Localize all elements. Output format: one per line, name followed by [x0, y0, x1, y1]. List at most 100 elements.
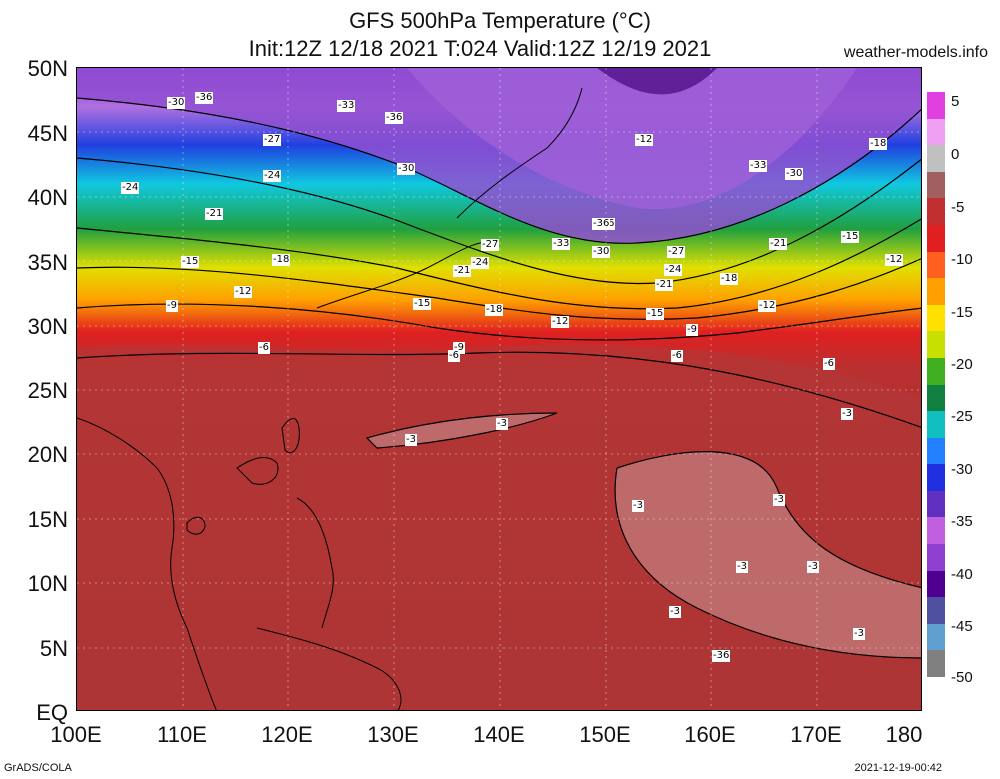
contour-9 — [77, 303, 921, 341]
colorbar-label: -35 — [951, 513, 973, 530]
colorbar-swatch — [927, 198, 945, 226]
contour-label: -21 — [655, 279, 674, 291]
contour-label: -30 — [785, 168, 804, 180]
contour-label: -12 — [234, 286, 253, 298]
colorbar-swatch — [927, 331, 945, 359]
lat-label-45n: 45N — [27, 121, 68, 146]
lat-label-40n: 40N — [27, 185, 68, 210]
contour-36 — [77, 97, 921, 244]
lon-label-140e: 140E — [473, 722, 525, 747]
contour-label: -9 — [686, 324, 698, 336]
coldest-region — [597, 68, 717, 95]
contour-label: -15 — [646, 308, 665, 320]
colorbar-swatch — [927, 171, 945, 199]
colorbar-label: -5 — [951, 199, 965, 216]
contour-label: -12 — [551, 316, 570, 328]
contour-label: -3 — [841, 408, 853, 420]
lat-label-35n: 35N — [27, 250, 68, 275]
contour-label: -15 — [841, 231, 860, 243]
contour-label: -36 — [712, 650, 731, 662]
colorbar-label: -25 — [951, 408, 973, 425]
lon-label-120e: 120E — [261, 722, 313, 747]
colorbar-swatch — [927, 304, 945, 332]
lon-label-180: 180 — [885, 722, 923, 747]
contour-label: -3 — [853, 628, 865, 640]
contour-label: -33 — [337, 100, 356, 112]
contour-label: -30 — [592, 246, 611, 258]
colorbar-label: 0 — [951, 146, 960, 163]
coastlines — [77, 87, 583, 710]
colorbar-swatch — [927, 623, 945, 651]
map-subtitle: Init:12Z 12/18 2021 T:024 Valid:12Z 12/1… — [248, 36, 712, 61]
contour-label: -12 — [635, 134, 654, 146]
lon-label-130e: 130E — [367, 722, 419, 747]
lat-label-eq: EQ — [36, 700, 68, 725]
contour-label: -30 — [167, 97, 186, 109]
colorbar-swatch — [927, 597, 945, 625]
contour-24 — [77, 218, 921, 310]
colorbar-swatch — [927, 517, 945, 545]
trough-region — [407, 68, 857, 210]
colorbar-swatch — [927, 411, 945, 439]
contour-label: -33 — [552, 238, 571, 250]
contour-label: -3 — [773, 494, 785, 506]
contour-3-streak — [365, 412, 558, 449]
contour-label: -12 — [758, 300, 777, 312]
contour-6 — [77, 351, 921, 428]
colorbar-label: -10 — [951, 251, 973, 268]
contour-label: -18 — [869, 138, 888, 150]
colorbar-label: 5 — [951, 93, 960, 110]
site-credit[interactable]: weather-models.info — [843, 44, 988, 61]
lat-label-10n: 10N — [27, 571, 68, 596]
colorbar-swatch — [927, 357, 945, 385]
lat-label-5n: 5N — [39, 636, 68, 661]
contour-label: -24 — [471, 257, 490, 269]
colorbar-swatch — [927, 650, 945, 678]
colorbar-swatch — [927, 118, 945, 146]
colorbar-label: -40 — [951, 566, 973, 583]
lon-label-160e: 160E — [684, 722, 736, 747]
contour-label: -24 — [664, 264, 683, 276]
contour-label: -36 — [592, 218, 611, 230]
lat-label-25n: 25N — [27, 378, 68, 403]
colorbar-swatch — [927, 278, 945, 306]
contour-label: -6 — [671, 350, 683, 362]
contour-label: -3 — [736, 561, 748, 573]
contour-label: -27 — [667, 246, 686, 258]
lat-label-15n: 15N — [27, 507, 68, 532]
contour-label: -24 — [121, 182, 140, 194]
map-field — [77, 68, 921, 710]
colorbar-swatch — [927, 224, 945, 253]
colorbar-label: -20 — [951, 356, 973, 373]
contour-label: -3 — [669, 606, 681, 618]
contour-label: -24 — [263, 170, 282, 182]
contour-label: -27 — [263, 134, 282, 146]
contour-label: -21 — [205, 208, 224, 220]
contour-label: -9 — [166, 300, 178, 312]
contour-label: -3 — [405, 434, 417, 446]
lon-label-170e: 170E — [790, 722, 842, 747]
contour-label: -18 — [485, 304, 504, 316]
contour-label: -15 — [181, 256, 200, 268]
contour-label: -3 — [807, 561, 819, 573]
contour-label: -6 — [258, 342, 270, 354]
colorbar-swatch — [927, 384, 945, 412]
contour-label: -33 — [749, 160, 768, 172]
contour-30 — [77, 157, 921, 285]
colorbar-swatch — [927, 145, 945, 173]
contour-15 — [77, 258, 921, 320]
colorbar-swatch — [927, 544, 945, 572]
contour-label: -36 — [385, 112, 404, 124]
colorbar-label: -45 — [951, 618, 973, 635]
colorbar-swatch — [927, 490, 945, 518]
lon-label-100e: 100E — [50, 722, 102, 747]
footer-credit: GrADS/COLA — [4, 762, 72, 774]
contour-label: -3 — [632, 500, 644, 512]
temperature-map: -36 -30 -33 -36 -27 -24 -24 -30 -36 -33 -30 -18 -21 -… — [76, 67, 922, 711]
contour-label: -18 — [272, 254, 291, 266]
warm-pool-region — [615, 451, 921, 658]
lon-label-150e: 150E — [579, 722, 631, 747]
contour-label: -12 — [885, 254, 904, 266]
contour-label: -27 — [481, 239, 500, 251]
lat-label-20n: 20N — [27, 442, 68, 467]
